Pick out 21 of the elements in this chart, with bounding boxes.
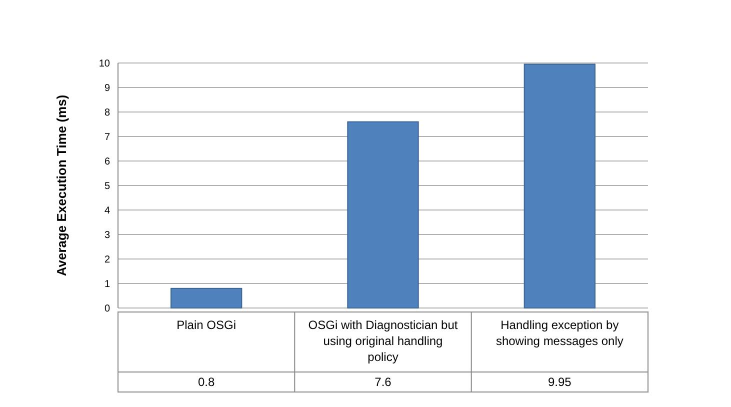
x-tick-label: Plain OSGi bbox=[176, 318, 236, 332]
y-tick-label: 3 bbox=[104, 230, 110, 241]
y-tick-label: 6 bbox=[104, 156, 110, 168]
bar bbox=[524, 64, 596, 308]
bar bbox=[170, 288, 242, 308]
y-tick-label: 5 bbox=[104, 181, 110, 192]
y-tick-label: 2 bbox=[104, 254, 110, 266]
bar bbox=[347, 121, 419, 308]
y-tick-label: 9 bbox=[104, 83, 110, 94]
y-axis-title: Average Execution Time (ms) bbox=[54, 94, 69, 276]
y-tick-label: 0 bbox=[104, 304, 110, 314]
y-tick-label: 10 bbox=[98, 58, 110, 70]
y-tick-label: 8 bbox=[104, 108, 110, 118]
data-label: 9.95 bbox=[548, 375, 572, 389]
x-tick-label: Handling exception by showing messages only bbox=[496, 318, 624, 348]
y-tick-label: 4 bbox=[104, 206, 110, 216]
data-label: 0.8 bbox=[198, 375, 215, 389]
x-tick-label: OSGi with Diagnostician but using original handling policy bbox=[308, 318, 458, 364]
data-label: 7.6 bbox=[374, 375, 392, 389]
y-tick-label: 1 bbox=[104, 279, 110, 290]
y-tick-label: 7 bbox=[104, 132, 110, 143]
